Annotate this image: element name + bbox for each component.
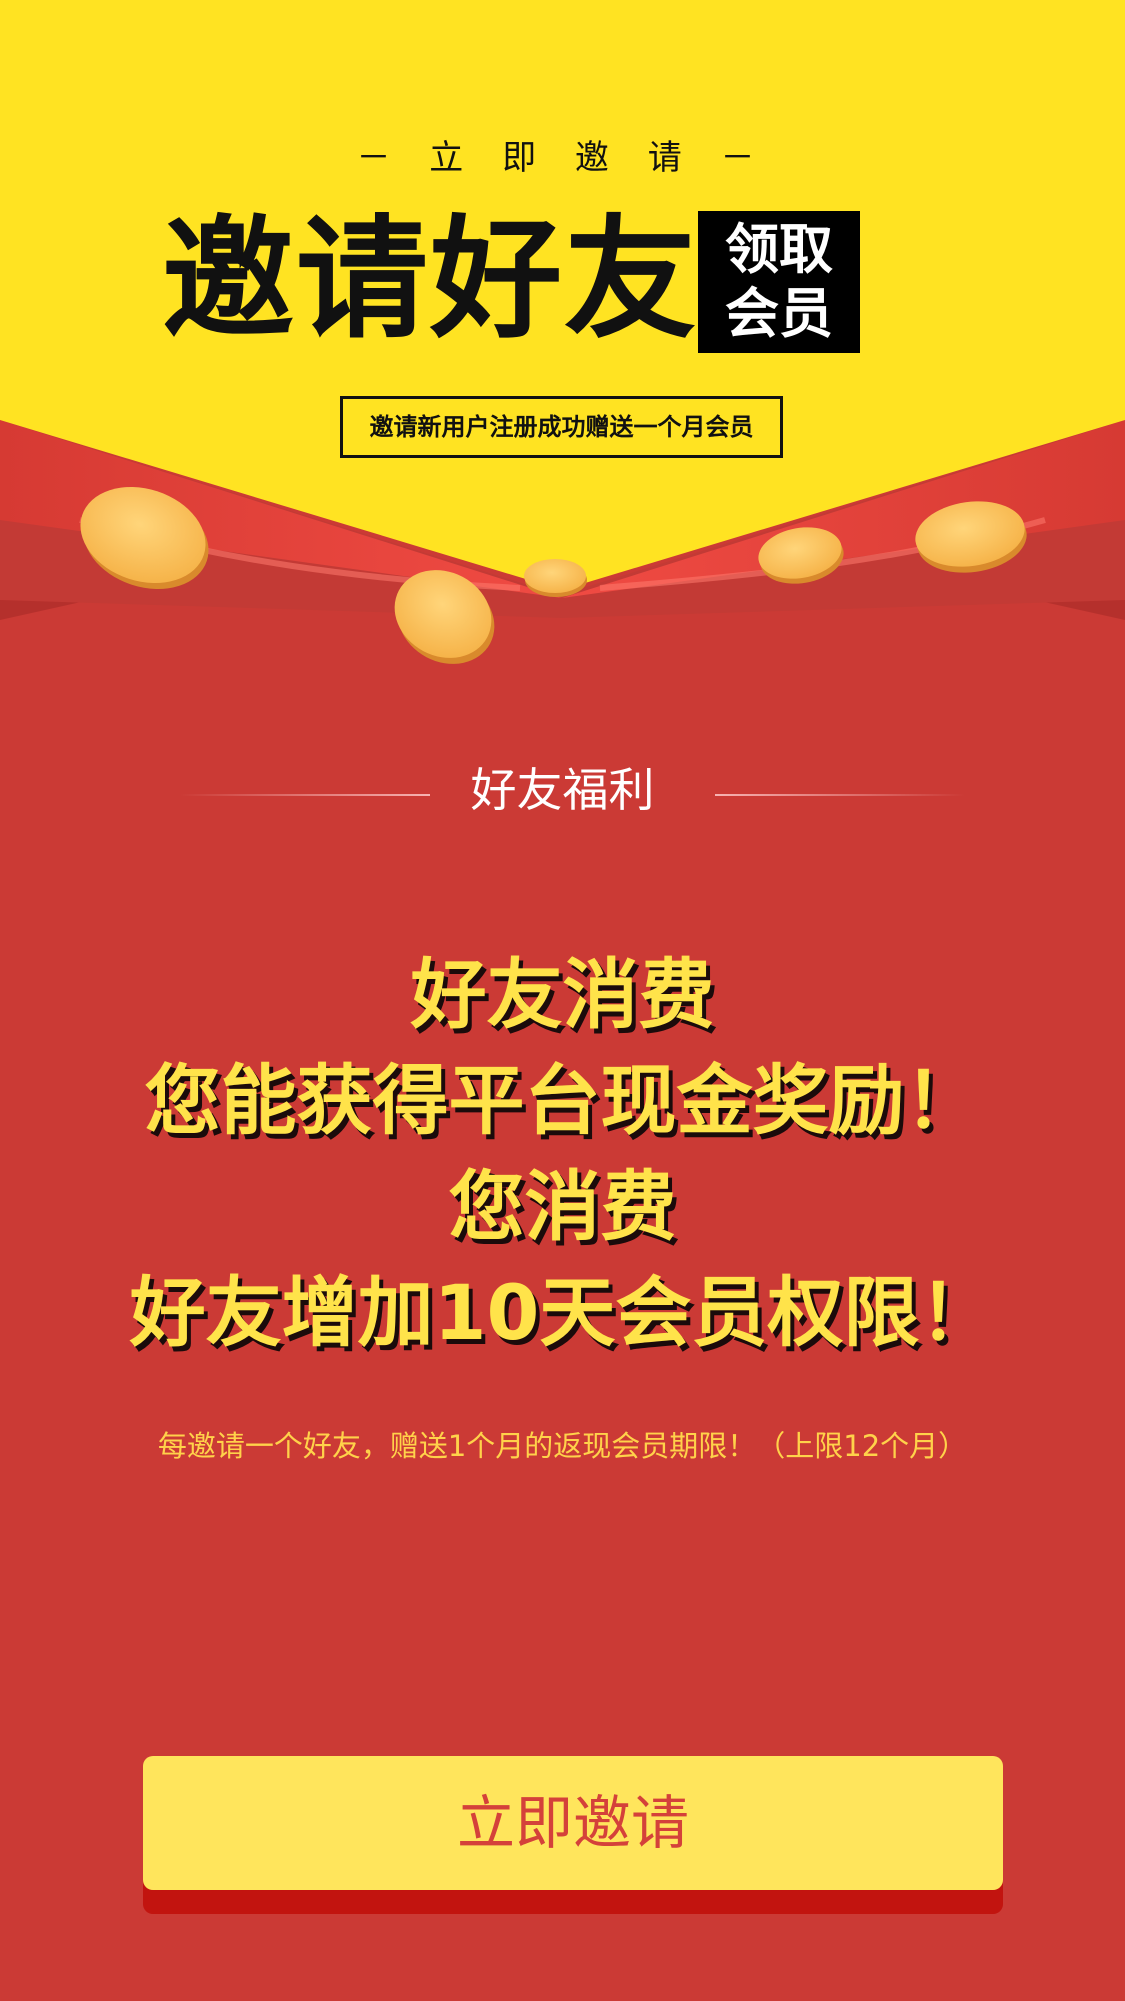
top-label: － 立 即 邀 请 － [356,138,769,178]
red-envelope-graphic [0,0,1125,700]
benefit-line: 好友消费 [410,950,715,1039]
page-title: 邀请好友 [162,203,698,357]
benefit-line: 好友增加10天会员权限！ [129,1268,996,1357]
member-badge: 领取 会员 [698,211,860,353]
coin-icon [915,501,1027,573]
subtitle-box: 邀请新用户注册成功赠送一个月会员 [340,396,783,458]
benefits-text: 好友消费 您能获得平台现金奖励！ 您消费 好友增加10天会员权限！ [0,942,1125,1366]
coin-icon [394,570,495,664]
reward-note: 每邀请一个好友，赠送1个月的返现会员期限！（上限12个月） [157,1429,968,1463]
member-badge-line: 领取 [725,218,833,281]
section-heading-text: 好友福利 [470,763,655,817]
section-heading: 好友福利 [0,760,1125,820]
envelope-yellow-flap [0,0,1125,590]
coin-icon [80,486,209,590]
divider-left [180,794,430,796]
divider-right [715,794,965,796]
member-badge-line: 会员 [725,282,833,345]
invite-now-button[interactable]: 立即邀请 [143,1756,1003,1890]
coin-icon [758,527,844,584]
coin-icon [524,559,587,597]
benefit-line: 您能获得平台现金奖励！ [144,1056,981,1145]
benefit-line: 您消费 [448,1162,677,1251]
